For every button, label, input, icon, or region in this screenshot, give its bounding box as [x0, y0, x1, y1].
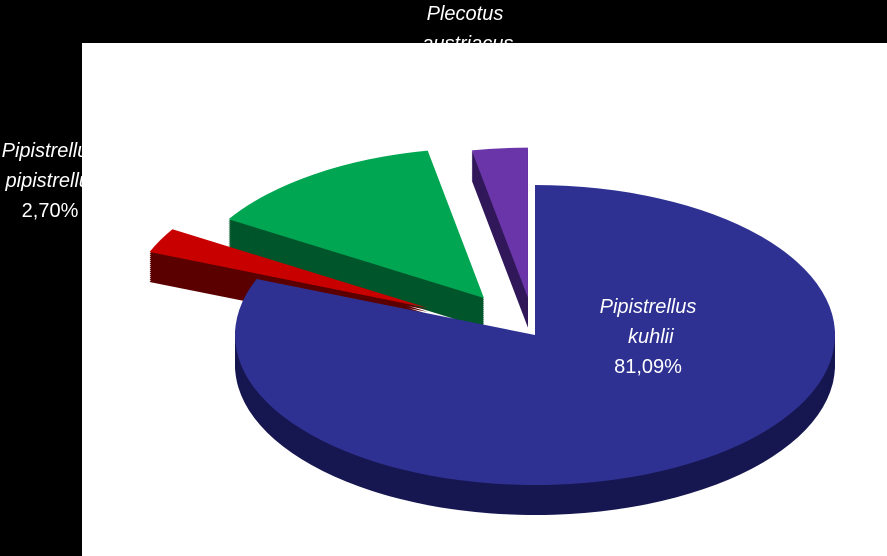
label-word: Pipistrellus: [600, 296, 697, 318]
label-word: kuhlii: [622, 326, 674, 348]
slice: [471, 147, 528, 328]
slice: [228, 150, 484, 328]
value-label: 2,70%: [22, 200, 79, 222]
label-word: Pipistrellus: [2, 140, 99, 162]
slice-label: Pipistrellus kuhlii: [600, 296, 697, 348]
slice-top: [228, 150, 484, 298]
pie: [149, 147, 835, 515]
label-word: pipistrellus: [0, 170, 100, 192]
slice: [234, 185, 835, 515]
value-label: 81,09%: [614, 356, 682, 378]
slice-top: [149, 229, 428, 308]
inner-labels: Pipistrellus kuhlii 81,09%: [600, 296, 697, 378]
slice-label: Pipistrellus pipistrellus: [0, 140, 100, 192]
label-word: Plecotus: [427, 3, 504, 25]
slice-top: [235, 185, 835, 485]
slice-top: [471, 147, 528, 298]
